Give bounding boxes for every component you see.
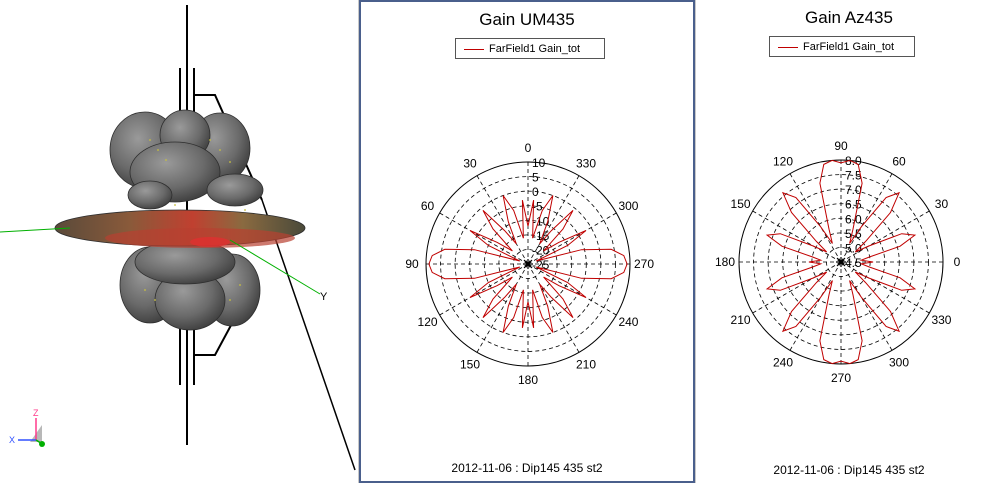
angle-tick-label: 150 xyxy=(731,197,751,211)
triad-x-label: X xyxy=(9,435,15,445)
chart-legend[interactable]: FarField1 Gain_tot xyxy=(769,36,915,57)
angle-tick-label: 120 xyxy=(418,315,438,329)
angular-grid-spoke xyxy=(840,173,893,263)
polar-chart-um435[interactable]: Gain UM435 FarField1 Gain_tot 10 5 0 -5 -10-… xyxy=(359,0,695,483)
triad-z-label: Z xyxy=(33,408,39,418)
radial-tick-label: 4.5 xyxy=(845,256,862,270)
angular-grid-spoke xyxy=(527,263,580,353)
angle-tick-label: 270 xyxy=(831,371,851,385)
angle-tick-label: 330 xyxy=(576,157,596,171)
radial-tick-label: -20 xyxy=(532,243,550,257)
radial-tick-label: 6.0 xyxy=(845,212,862,226)
axis-y-line xyxy=(229,239,321,295)
angle-tick-label: 330 xyxy=(931,313,951,327)
angle-tick-label: 30 xyxy=(935,197,949,211)
angular-grid-spoke xyxy=(752,210,842,263)
angular-grid-spoke xyxy=(476,175,529,265)
angular-grid-spoke xyxy=(840,210,930,263)
axis-y-label: Y xyxy=(320,291,328,303)
radial-tick-label: 10 xyxy=(532,156,546,170)
chart-footer: 2012-11-06 : Dip145 435 st2 xyxy=(773,463,925,477)
angular-grid-spoke xyxy=(439,263,529,316)
angle-tick-label: 300 xyxy=(889,355,909,369)
angular-grid-spoke xyxy=(476,263,529,353)
angular-grid-spoke xyxy=(439,212,529,265)
3d-pattern-view[interactable]: Y Z X xyxy=(0,0,358,483)
angle-tick-label: 0 xyxy=(954,255,961,269)
radial-tick-label: -25 xyxy=(532,258,550,272)
angle-tick-label: 240 xyxy=(773,355,793,369)
orientation-triad: Z X xyxy=(9,408,45,447)
series-line-gain-tot xyxy=(428,195,628,333)
legend-entry: FarField1 Gain_tot xyxy=(489,43,581,55)
chart-title: Gain UM435 xyxy=(479,10,575,29)
radial-tick-label: 7.5 xyxy=(845,169,862,183)
angle-tick-label: 90 xyxy=(834,139,848,153)
panel-separator xyxy=(695,0,696,483)
surface-mesh-dots xyxy=(144,139,246,301)
series-line-gain-tot xyxy=(765,159,917,365)
angular-grid-spoke xyxy=(752,261,842,314)
polar-chart-az435[interactable]: Gain Az435 FarField1 Gain_tot 8.0 7.5 7.0 6… xyxy=(696,0,1002,483)
3d-pattern-canvas: Y Z X xyxy=(0,5,356,471)
radial-tick-label: -15 xyxy=(532,229,550,243)
panel-separator xyxy=(358,0,359,483)
polar-plot-area: 8.07.57.06.56.05.55.04.5 0306090120150180… xyxy=(715,139,961,385)
legend-swatch xyxy=(464,48,484,50)
lower-lobes xyxy=(119,239,261,331)
angle-tick-label: 90 xyxy=(405,257,419,271)
angle-tick-label: 300 xyxy=(618,199,638,213)
chart-footer: 2012-11-06 : Dip145 435 st2 xyxy=(451,461,603,475)
radial-tick-label: -10 xyxy=(532,214,550,228)
angular-grid-spoke xyxy=(840,261,893,351)
radial-tick-label: 7.0 xyxy=(845,183,862,197)
main-disc-lobe xyxy=(54,209,306,248)
angle-tick-label: 210 xyxy=(576,357,596,371)
angular-grid-spoke xyxy=(789,261,842,351)
angle-tick-label: 180 xyxy=(518,373,538,387)
chart-legend[interactable]: FarField1 Gain_tot xyxy=(455,38,605,59)
radial-tick-label: 0 xyxy=(532,185,539,199)
radial-tick-label: -5 xyxy=(532,200,543,214)
angular-grid-spoke xyxy=(527,212,617,265)
polar-center-marker xyxy=(836,257,846,267)
angle-tick-label: 150 xyxy=(460,357,480,371)
angular-grid-spoke xyxy=(840,261,930,314)
radial-tick-label: 6.5 xyxy=(845,198,862,212)
radial-tick-label: 5 xyxy=(532,171,539,185)
polar-center-marker xyxy=(523,259,533,269)
angle-tick-label: 270 xyxy=(634,257,654,271)
angle-tick-label: 240 xyxy=(618,315,638,329)
chart-title: Gain Az435 xyxy=(805,8,893,27)
angle-tick-label: 30 xyxy=(463,157,477,171)
axis-x-line xyxy=(0,227,71,233)
angle-tick-label: 180 xyxy=(715,255,735,269)
angular-grid-spoke xyxy=(527,263,617,316)
polar-plot-area: 1050-5-10-15-20-250306090120150180210240… xyxy=(405,141,654,387)
angle-tick-label: 60 xyxy=(892,155,906,169)
angle-tick-label: 120 xyxy=(773,155,793,169)
radial-tick-label: 5.0 xyxy=(845,241,862,255)
angular-grid-spoke xyxy=(527,175,580,265)
legend-swatch xyxy=(778,46,798,48)
upper-lobes xyxy=(109,109,264,210)
angle-tick-label: 210 xyxy=(731,313,751,327)
radial-tick-label: 5.5 xyxy=(845,227,862,241)
legend-entry: FarField1 Gain_tot xyxy=(803,41,895,53)
angle-tick-label: 60 xyxy=(421,199,435,213)
angle-tick-label: 0 xyxy=(525,141,532,155)
angular-grid-spoke xyxy=(789,173,842,263)
